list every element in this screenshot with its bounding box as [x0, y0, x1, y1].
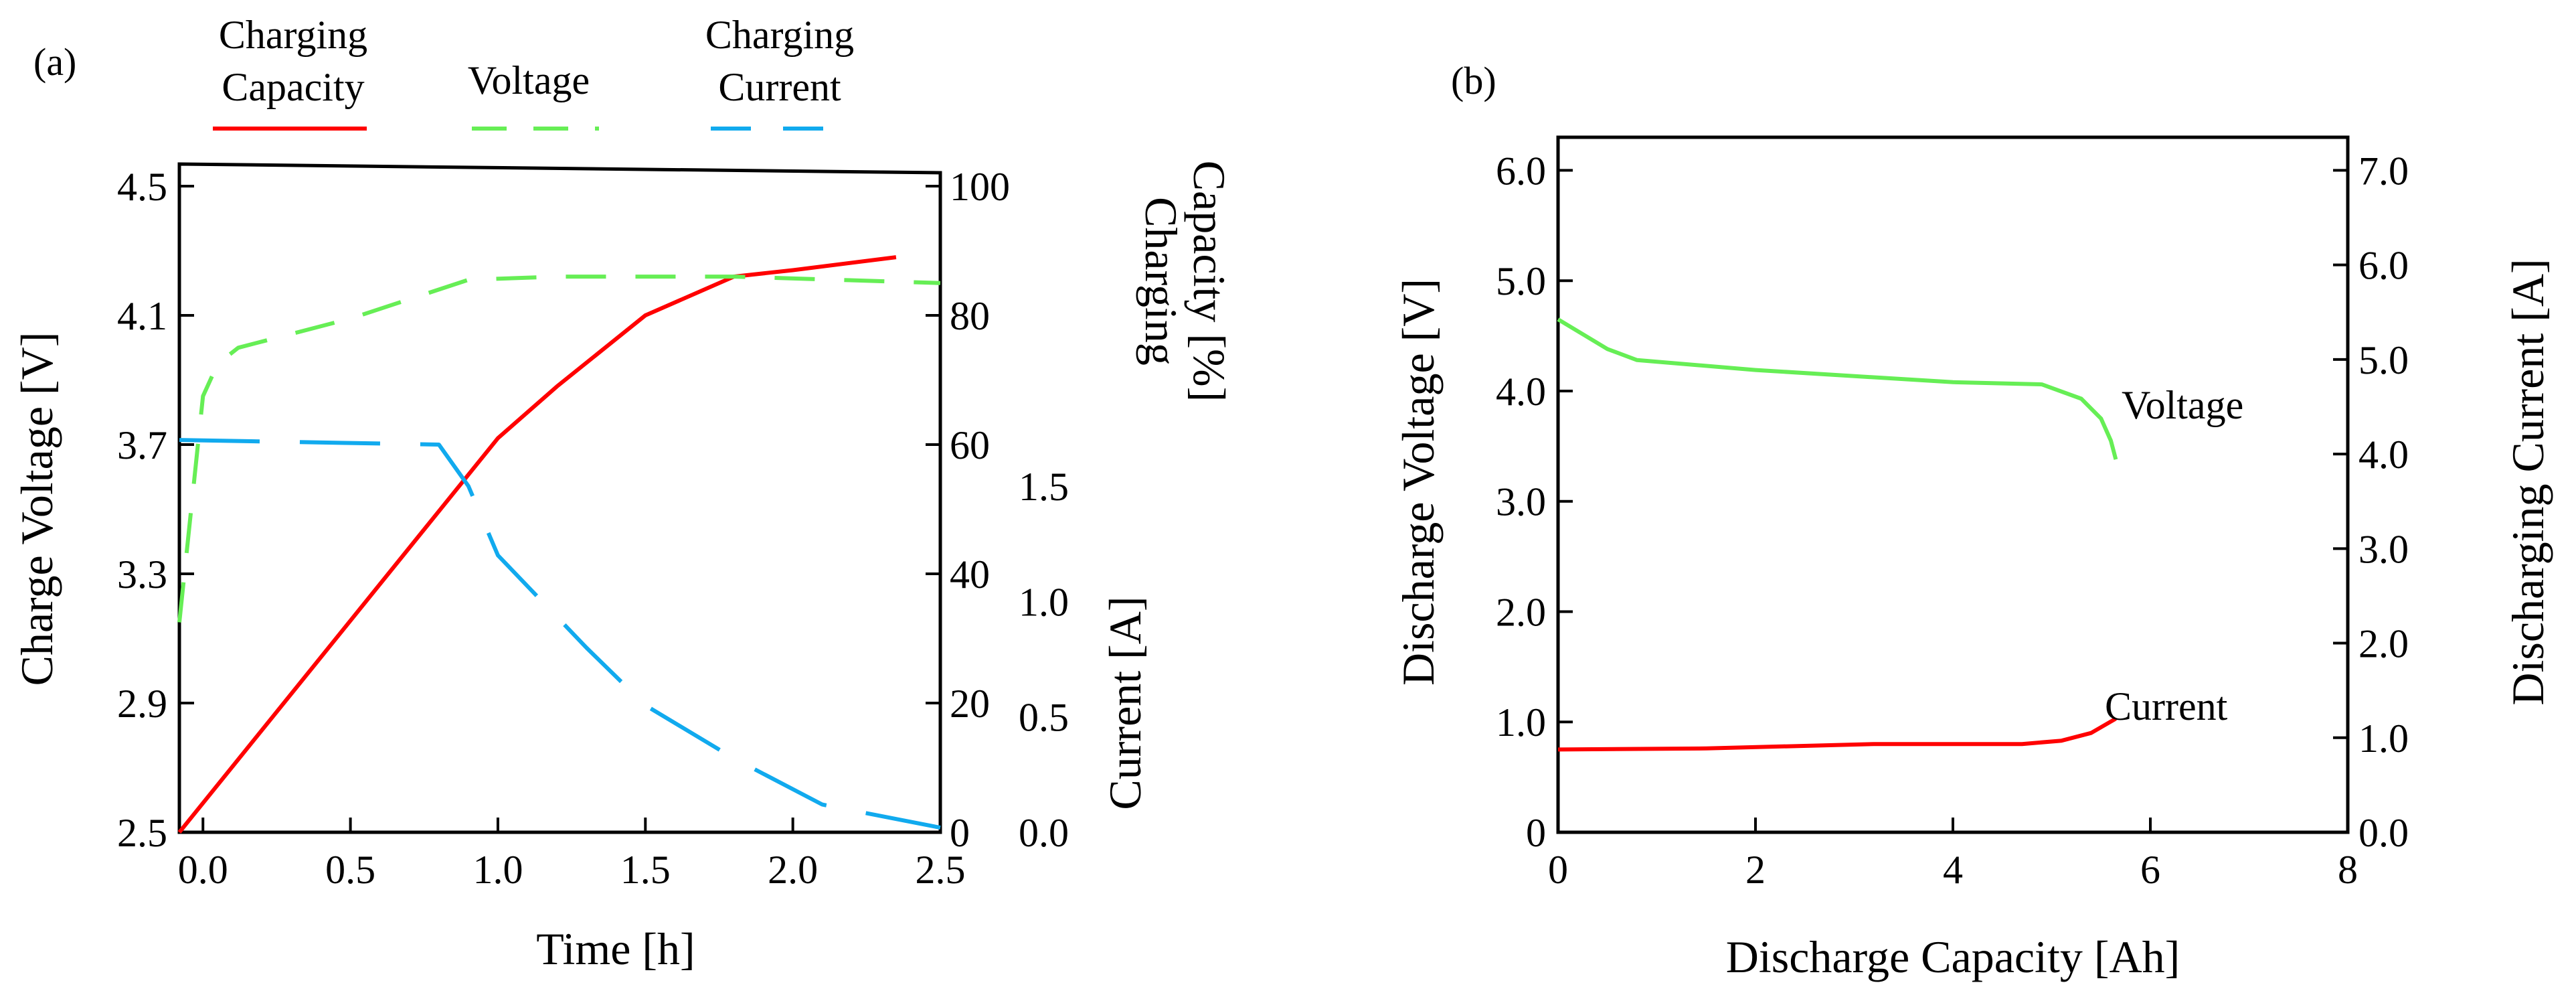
- panel-a-x-tick-label: 1.5: [620, 848, 671, 892]
- panel-a-voltage-tick-label: 4.5: [117, 165, 167, 209]
- panel-b-current-tick-label: 4.0: [2358, 433, 2409, 477]
- panel-a-series-voltage: [177, 275, 941, 623]
- panel-b-voltage-tick-label: 6.0: [1496, 149, 1546, 193]
- panel-b-y-axis-left-title: Discharge Voltage [V]: [1393, 279, 1444, 686]
- panel-b-voltage-tick-label: 3.0: [1496, 480, 1546, 524]
- panel-a-capacity-tick-label: 60: [950, 423, 990, 467]
- panel-a-x-tick-label: 0.0: [178, 848, 228, 892]
- panel-b-x-tick-label: 0: [1548, 848, 1568, 892]
- panel-a-y-axis-left-title: Charge Voltage [V]: [11, 332, 62, 686]
- legend-capacity-label-line1: Charging: [219, 13, 367, 57]
- panel-b-voltage-series-label: Voltage: [2122, 383, 2243, 427]
- panel-b-series-voltage: [1557, 317, 2118, 460]
- panel-a-capacity-tick-label: 40: [950, 552, 990, 597]
- panel-b-x-tick-label: 4: [1943, 848, 1963, 892]
- panel-a-x-tick-label: 2.0: [768, 848, 818, 892]
- panel-a-series-charging-current: [179, 438, 941, 830]
- panel-b-current-tick-label: 7.0: [2358, 149, 2409, 193]
- panel-b-series: [1557, 317, 2118, 752]
- panel-a-x-tick-label: 0.5: [325, 848, 375, 892]
- panel-b-current-tick-label: 2.0: [2358, 622, 2409, 666]
- panel-b-x-tick-label: 2: [1745, 848, 1766, 892]
- panel-a-ticks: 0.0 0.5 1.0 1.5 2.0 2.5 2.5 2.9 3.3 3.7 4.1 4.5 0 20 4…: [117, 165, 1069, 892]
- panel-a-series: [177, 255, 941, 834]
- panel-a-capacity-tick-label: 20: [950, 682, 990, 726]
- panel-a-current-tick-label: 1.0: [1019, 580, 1069, 624]
- panel-b-current-tick-label: 6.0: [2358, 244, 2409, 288]
- panel-a-current-tick-label: 0.5: [1019, 696, 1069, 740]
- panel-a-voltage-tick-label: 2.5: [117, 811, 167, 855]
- panel-a-voltage-tick-label: 3.3: [117, 552, 167, 597]
- legend-capacity-label-line2: Capacity: [222, 65, 364, 109]
- panel-a-voltage-tick-label: 4.1: [117, 294, 167, 338]
- panel-a-voltage-tick-label: 3.7: [117, 423, 167, 467]
- panel-b-voltage-tick-label: 5.0: [1496, 259, 1546, 303]
- panel-a-chart: (a) Charging Capacity Voltage Charging C…: [11, 13, 1235, 974]
- legend-voltage-label: Voltage: [468, 58, 590, 102]
- panel-b-x-tick-label: 8: [2338, 848, 2358, 892]
- panel-b-series-current: [1557, 716, 2117, 752]
- panel-b-current-tick-label: 3.0: [2358, 527, 2409, 571]
- panel-a-y-axis-capacity-title-line1: Charging: [1136, 197, 1187, 366]
- panel-a-label: (a): [33, 40, 76, 84]
- panel-a-y-axis-current-title: Current [A]: [1100, 596, 1150, 810]
- panel-b-x-tick-label: 6: [2140, 848, 2160, 892]
- panel-b-voltage-tick-label: 1.0: [1496, 700, 1546, 745]
- panel-b-voltage-tick-label: 4.0: [1496, 370, 1546, 414]
- panel-a-series-charging-capacity: [177, 255, 897, 834]
- panel-a-capacity-tick-label: 0: [950, 811, 970, 855]
- panel-a-voltage-tick-label: 2.9: [117, 682, 167, 726]
- panel-b-ticks: 0 2 4 6 8 0 1.0 2.0 3.0 4.0 5.0 6.0 0.0 1.0 2.0 3.0 4.0 5…: [1496, 149, 2409, 892]
- panel-b-label: (b): [1451, 59, 1496, 102]
- panel-a-x-tick-label: 2.5: [916, 848, 966, 892]
- panel-a-capacity-tick-label: 80: [950, 294, 990, 338]
- panel-a-y-axis-capacity-title-line2: Capacity [%]: [1184, 161, 1235, 402]
- panel-b-current-series-label: Current: [2105, 684, 2228, 728]
- panel-b-voltage-tick-label: 2.0: [1496, 590, 1546, 634]
- panel-b-y-axis-right-title: Discharging Current [A]: [2502, 258, 2553, 705]
- panel-b-current-tick-label: 5.0: [2358, 338, 2409, 382]
- panel-a-current-tick-label: 1.5: [1019, 465, 1069, 509]
- panel-b-chart: (b) 0 2 4 6 8 0 1.0 2.0 3.0 4.0 5.0 6.0 0.0 1.0 2.0 3.0…: [1393, 59, 2553, 982]
- panel-a-capacity-tick-label: 100: [950, 165, 1010, 209]
- panel-b-voltage-tick-label: 0: [1526, 811, 1546, 855]
- panel-b-current-tick-label: 1.0: [2358, 716, 2409, 761]
- panel-a-legend: Charging Capacity Voltage Charging Curre…: [213, 13, 854, 131]
- legend-current-label-line1: Charging: [705, 13, 854, 57]
- panel-b-frame: [1556, 135, 2350, 834]
- panel-a-x-axis-title: Time [h]: [536, 923, 695, 974]
- panel-b-x-axis-title: Discharge Capacity [Ah]: [1726, 931, 2180, 982]
- panel-a-current-tick-label: 0.0: [1019, 811, 1069, 855]
- panel-a-x-tick-label: 1.0: [473, 848, 523, 892]
- panel-b-current-tick-label: 0.0: [2358, 811, 2409, 855]
- legend-current-label-line2: Current: [718, 65, 841, 109]
